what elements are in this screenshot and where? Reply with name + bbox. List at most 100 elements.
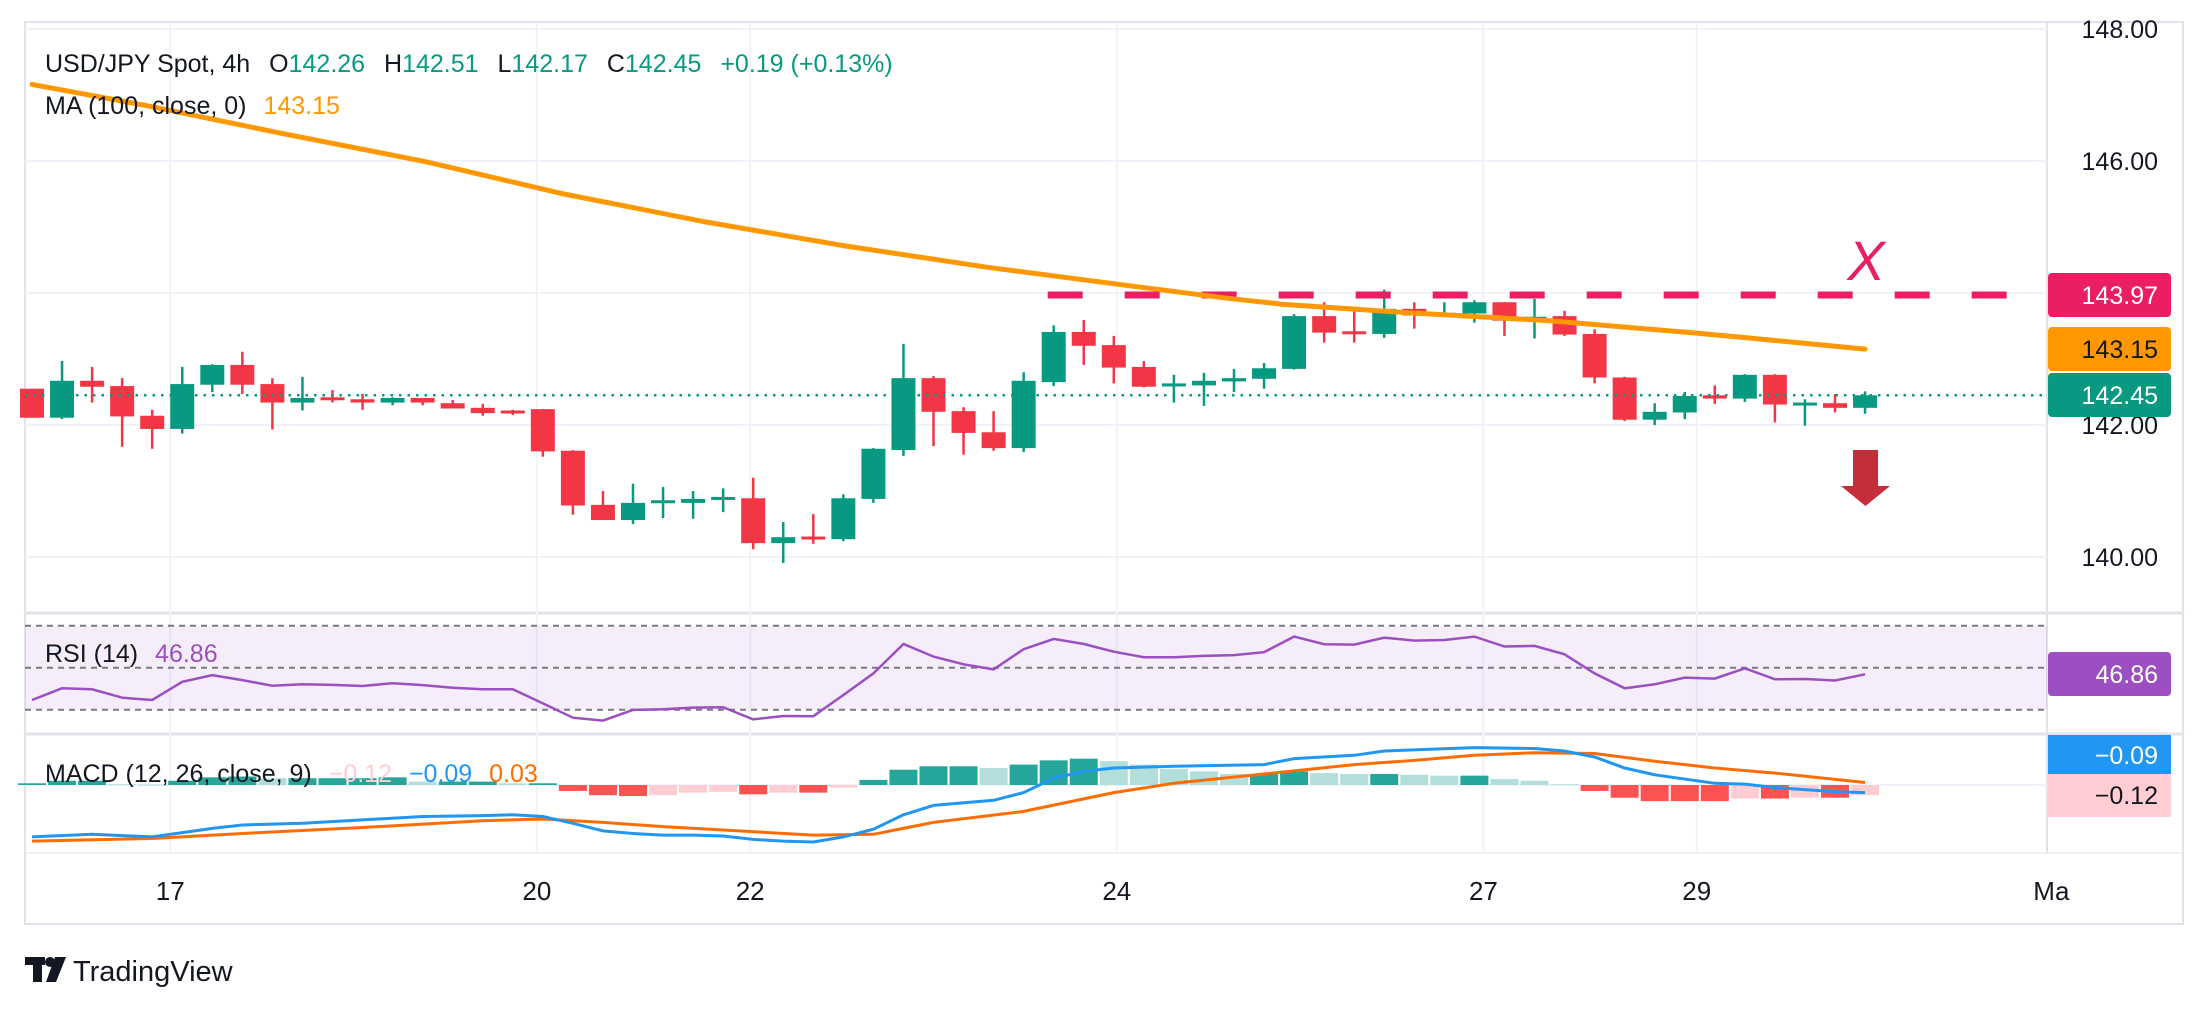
macd-histogram-bar: [1220, 773, 1248, 785]
last-price-label: 142.45: [2048, 373, 2171, 417]
macd-histogram-bar: [1009, 764, 1038, 785]
candle-body: [1071, 331, 1096, 346]
macd-signal-line: [31, 751, 1866, 843]
candle: [771, 522, 796, 563]
price-tick-label: 140.00: [2082, 544, 2158, 572]
candle: [711, 488, 736, 513]
candle-body: [1252, 368, 1277, 379]
candle: [681, 491, 706, 519]
candle-body: [1131, 366, 1156, 387]
macd-histogram-bar: [408, 781, 437, 785]
candle-body: [861, 448, 886, 499]
macd-histogram-bar: [1159, 768, 1188, 785]
candle-body: [981, 432, 1006, 449]
ma-price-text: 143.15: [2082, 336, 2158, 364]
hist-value-label: −0.12: [2048, 774, 2171, 817]
x-marker-annotation: X: [1845, 229, 1887, 292]
candle-body: [1582, 333, 1607, 378]
macd-legend: MACD (12, 26, close, 9) −0.12 −0.09 0.03: [45, 760, 538, 788]
candle-body: [1642, 411, 1667, 420]
candle-body: [711, 496, 736, 500]
macd-histogram-bar: [288, 778, 317, 785]
candle: [1612, 376, 1637, 422]
candle-body: [921, 378, 946, 412]
candle: [1011, 372, 1036, 453]
candle-body: [1041, 331, 1066, 383]
candle-body: [380, 397, 405, 403]
tradingview-logo-text: TradingView: [73, 956, 234, 988]
macd-histogram-bar: [378, 777, 407, 785]
rsi-line: [31, 635, 1866, 722]
candle: [50, 360, 75, 420]
resistance-price-label: 143.97: [2048, 273, 2171, 317]
price-legend: USD/JPY Spot, 4h O142.26 H142.51 L142.17…: [45, 50, 893, 120]
candle-body: [801, 536, 826, 540]
macd-histogram-bar: [859, 779, 888, 785]
time-tick-label: 22: [736, 876, 765, 906]
candle: [951, 407, 976, 455]
rsi-legend: RSI (14) 46.86: [45, 640, 218, 668]
candle: [440, 399, 465, 409]
macd-histogram-bar: [1039, 760, 1068, 785]
overlays: [25, 81, 2047, 397]
tradingview-logo[interactable]: TradingView: [25, 956, 234, 988]
candle-body: [1732, 374, 1757, 399]
candle-body: [200, 364, 225, 385]
macd-value-text: −0.09: [2095, 742, 2158, 770]
macd-histogram-bar: [348, 778, 377, 785]
candle: [1131, 360, 1156, 388]
candle-body: [621, 502, 645, 521]
last-price-text: 142.45: [2082, 382, 2158, 410]
macd-histogram-bar: [1670, 785, 1699, 802]
macd-histogram-bar: [138, 784, 167, 786]
candle: [831, 494, 856, 542]
candle-body: [1101, 345, 1126, 368]
candle-body: [50, 380, 75, 418]
time-tick-label: 29: [1682, 876, 1711, 906]
candle: [1041, 325, 1066, 387]
candle-body: [1191, 380, 1216, 386]
candle-body: [140, 415, 165, 429]
candles: [20, 289, 1878, 563]
macd-histogram-bar: [679, 785, 708, 793]
svg-text:USD/JPY Spot, 4h O142.26: USD/JPY Spot, 4h O142.26 H142.51 L142.17…: [45, 50, 893, 78]
candle-body: [590, 504, 615, 521]
candle-body: [290, 397, 315, 403]
macd-histogram-bar: [1460, 775, 1489, 785]
low-value: 142.17: [511, 50, 587, 78]
candle: [110, 378, 135, 447]
candle: [380, 397, 405, 406]
macd-histogram-bar: [1310, 773, 1339, 785]
low-label: L: [498, 50, 512, 78]
candle: [1762, 374, 1787, 423]
candle: [1252, 362, 1277, 389]
candle-body: [470, 407, 495, 414]
time-axis[interactable]: 17 20 22 24 27 29 Ma: [156, 876, 2070, 906]
time-tick-label: 24: [1102, 876, 1131, 906]
candle: [621, 483, 645, 524]
candle-body: [1011, 380, 1036, 449]
macd-histogram-bar: [739, 785, 768, 795]
candle-body: [1823, 403, 1847, 408]
close-value: 142.45: [625, 50, 701, 78]
candle: [410, 397, 435, 406]
macd-histogram-bar: [649, 785, 678, 796]
candle: [80, 366, 105, 403]
macd-histogram-bar: [468, 781, 497, 785]
candle-body: [1161, 383, 1186, 387]
macd-histogram-bar: [1700, 785, 1729, 802]
open-value: 142.26: [289, 50, 365, 78]
macd-histogram-bar: [1550, 784, 1579, 786]
candle-body: [1792, 402, 1817, 406]
candle-body: [350, 399, 375, 403]
candle-body: [951, 411, 976, 433]
candle-body: [651, 500, 676, 504]
macd-histogram-bar: [18, 783, 46, 785]
macd-histogram-bar: [528, 783, 557, 785]
candle: [470, 403, 495, 416]
macd-histogram-bar: [949, 766, 978, 785]
macd-histogram-bar: [258, 778, 287, 785]
candle-body: [530, 409, 555, 452]
candle-body: [1282, 316, 1307, 369]
